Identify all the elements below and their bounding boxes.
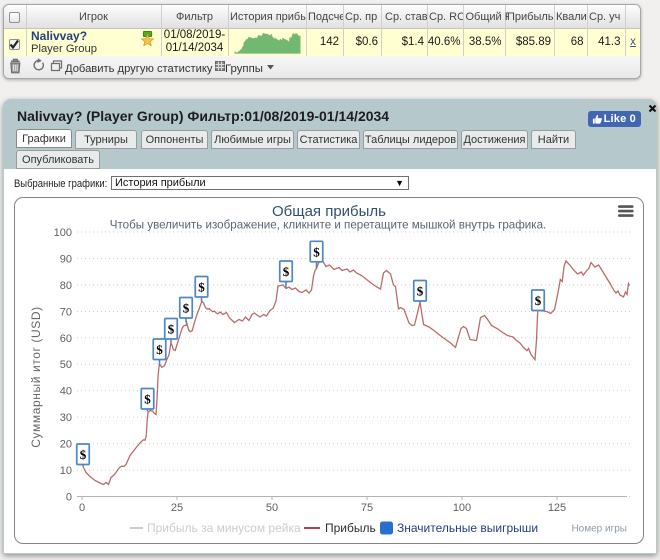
svg-text:60: 60 bbox=[60, 333, 72, 345]
svg-text:$: $ bbox=[283, 264, 290, 279]
svg-text:25: 25 bbox=[171, 502, 183, 514]
svg-text:$: $ bbox=[313, 244, 320, 259]
svg-text:0: 0 bbox=[79, 502, 85, 514]
svg-text:Общая прибыль: Общая прибыль bbox=[272, 203, 386, 220]
svg-text:75: 75 bbox=[361, 502, 373, 514]
svg-text:Добавить другую статистику: Добавить другую статистику bbox=[65, 63, 213, 75]
svg-text:Номер игры: Номер игры bbox=[571, 524, 627, 535]
svg-text:$: $ bbox=[535, 293, 542, 308]
svg-text:Значительные выигрыши: Значительные выигрыши bbox=[397, 521, 538, 535]
svg-text:40: 40 bbox=[60, 386, 72, 398]
svg-text:$: $ bbox=[198, 280, 205, 295]
svg-text:20: 20 bbox=[60, 439, 72, 451]
svg-text:90: 90 bbox=[60, 253, 72, 265]
svg-text:Прибыль за минусом рейка: Прибыль за минусом рейка bbox=[147, 521, 301, 535]
svg-text:$: $ bbox=[417, 284, 424, 299]
svg-text:Чтобы увеличить изображение, к: Чтобы увеличить изображение, кликните и … bbox=[110, 219, 547, 232]
svg-text:Группы: Группы bbox=[225, 63, 263, 75]
svg-text:$: $ bbox=[80, 447, 87, 462]
svg-text:$: $ bbox=[156, 342, 163, 357]
svg-text:125: 125 bbox=[548, 502, 566, 514]
svg-text:0: 0 bbox=[66, 492, 72, 504]
svg-text:10: 10 bbox=[60, 465, 72, 477]
svg-text:$: $ bbox=[144, 392, 151, 407]
svg-text:50: 50 bbox=[266, 502, 278, 514]
svg-text:$: $ bbox=[183, 301, 190, 316]
svg-text:30: 30 bbox=[60, 412, 72, 424]
svg-text:100: 100 bbox=[453, 502, 471, 514]
svg-text:70: 70 bbox=[60, 306, 72, 318]
svg-text:Прибыль: Прибыль bbox=[325, 521, 376, 535]
svg-text:$: $ bbox=[168, 322, 175, 337]
svg-text:Суммарный итог (USD): Суммарный итог (USD) bbox=[29, 306, 43, 447]
svg-text:80: 80 bbox=[60, 280, 72, 292]
svg-text:50: 50 bbox=[60, 359, 72, 371]
svg-text:100: 100 bbox=[54, 227, 72, 239]
